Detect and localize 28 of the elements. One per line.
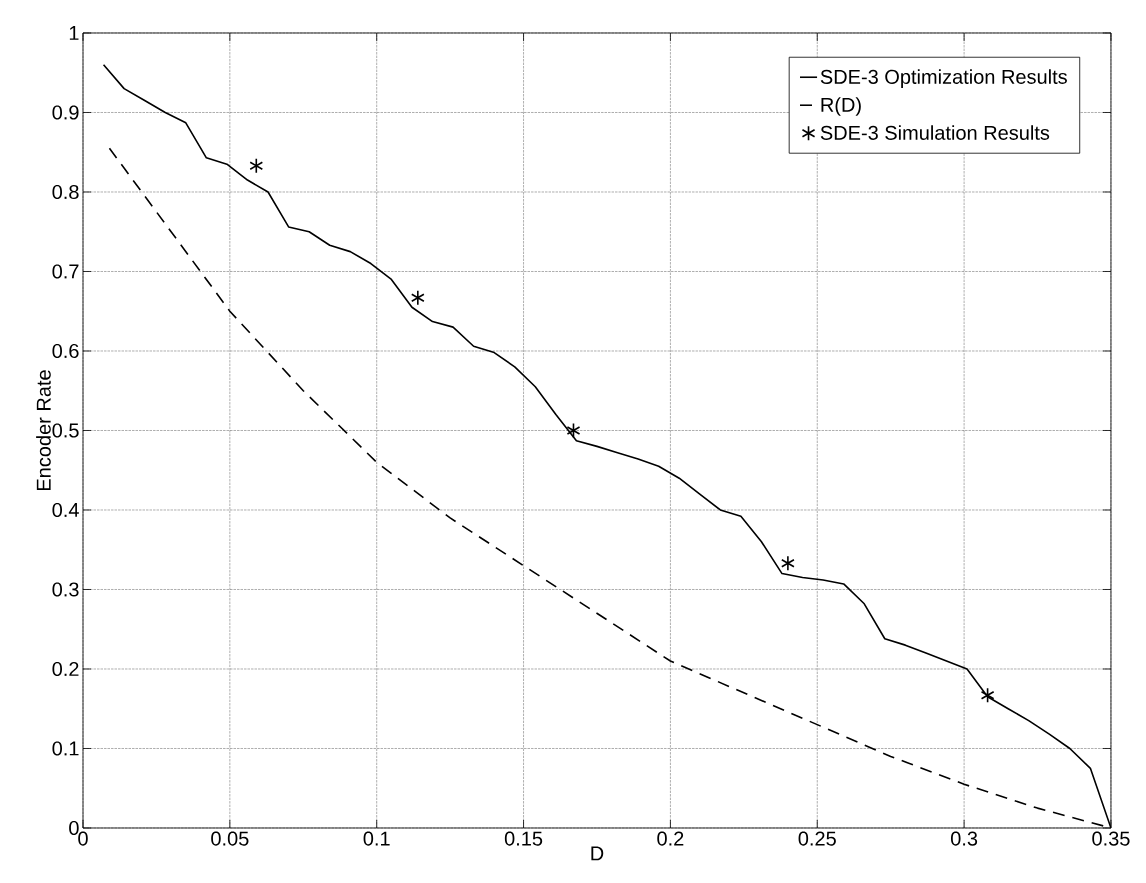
x-tick-label: 0.3 bbox=[950, 831, 978, 846]
y-tick-label: 0 bbox=[69, 820, 79, 836]
point bbox=[249, 157, 264, 174]
legend-label: R(D) bbox=[821, 97, 861, 116]
y-tick-label: 0.4 bbox=[52, 502, 79, 518]
x-tick-label: 0.2 bbox=[657, 831, 684, 846]
y-tick-label: 0.2 bbox=[52, 661, 79, 677]
x-tick-label: 0.05 bbox=[211, 831, 249, 846]
y-axis-title: Encoder Rate bbox=[36, 370, 51, 490]
y-tick-label: 0.7 bbox=[52, 264, 79, 279]
x-tick-label: 0.35 bbox=[1092, 831, 1130, 846]
y-tick-label: 0.1 bbox=[52, 741, 79, 756]
y-tick-label: 0.9 bbox=[52, 105, 79, 120]
legend-label: SDE-3 Simulation Results bbox=[820, 125, 1050, 140]
x-tick-label: 0.25 bbox=[798, 831, 836, 846]
y-tick-label: 0.6 bbox=[52, 343, 79, 359]
y-tick-label: 0.5 bbox=[52, 423, 79, 438]
x-tick-label: 0.1 bbox=[363, 831, 390, 846]
y-tick-label: 0.3 bbox=[52, 582, 79, 597]
point bbox=[410, 289, 425, 306]
y-tick-label: 0.8 bbox=[52, 184, 79, 200]
legend-label: SDE-3 Optimization Results bbox=[820, 69, 1067, 88]
y-tick-label: 1 bbox=[69, 26, 79, 40]
point bbox=[566, 422, 581, 439]
x-axis-title: D bbox=[591, 846, 604, 861]
x-tick-label: 0.15 bbox=[504, 831, 543, 846]
point bbox=[980, 687, 995, 704]
point bbox=[781, 555, 795, 572]
